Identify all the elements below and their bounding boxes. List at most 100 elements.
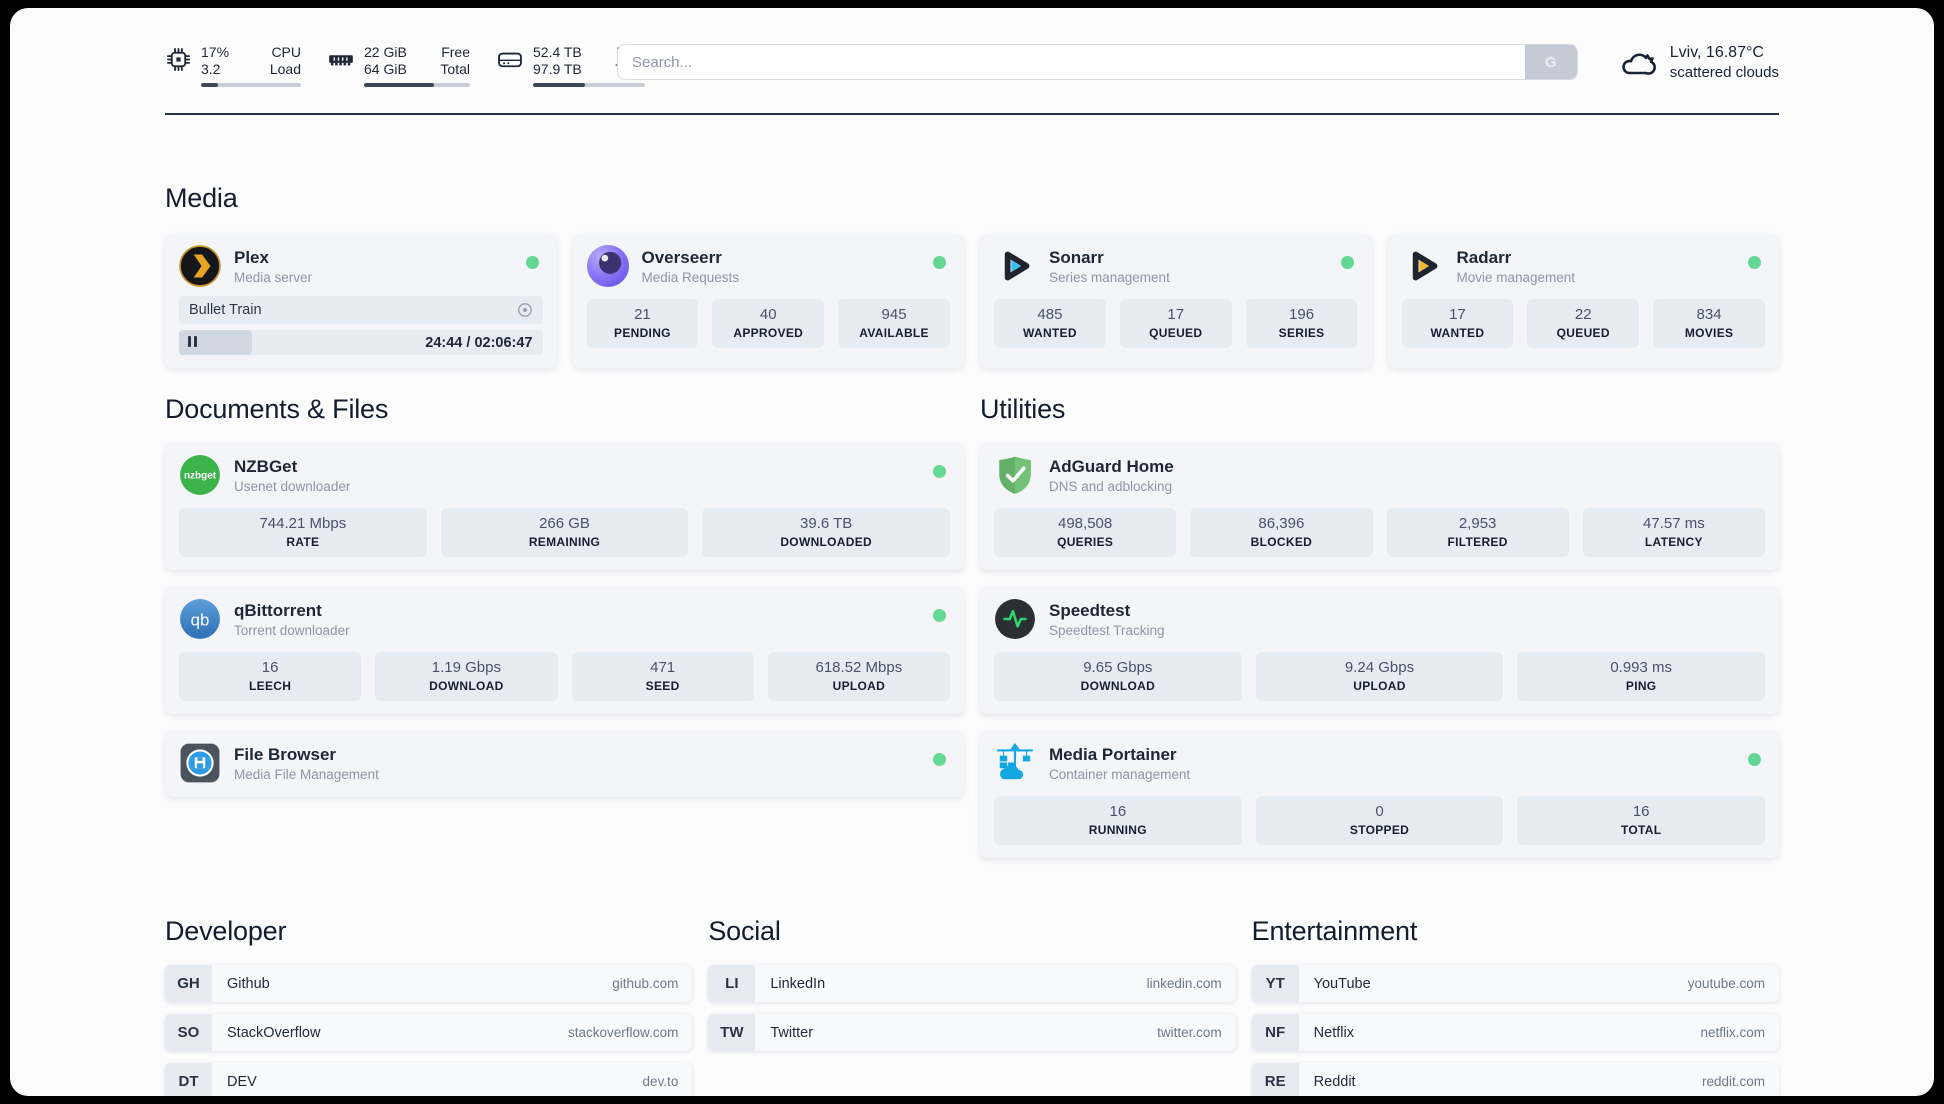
system-stats-widget: 17% 3.2 CPU Load: [165, 44, 645, 87]
qbittorrent-card[interactable]: qb qBittorrent Torrent downloader 16 LEE…: [165, 587, 964, 714]
svg-text:nzbget: nzbget: [184, 471, 217, 482]
sonarr-card[interactable]: Sonarr Series management 485 WANTED 17 Q…: [980, 234, 1372, 368]
entertainment-section-title: Entertainment: [1251, 916, 1418, 946]
status-dot: [1748, 256, 1761, 269]
documents-column: Documents & Files nzbget NZBGet Usenet d…: [165, 394, 964, 858]
filebrowser-card[interactable]: File Browser Media File Management: [165, 731, 964, 797]
portainer-card[interactable]: Media Portainer Container management 16 …: [980, 731, 1779, 858]
radarr-card[interactable]: Radarr Movie management 17 WANTED 22 QUE…: [1387, 234, 1779, 368]
media-section-title: Media: [165, 183, 238, 213]
stat-box: 471 SEED: [571, 652, 754, 701]
link-badge: DT: [165, 1063, 212, 1096]
memory-free: 22 GiB: [364, 44, 407, 60]
stat-box: 0.993 ms PING: [1517, 652, 1766, 701]
stat-box: 21 PENDING: [586, 299, 699, 348]
app-subtitle: Container management: [1049, 766, 1191, 782]
status-dot: [933, 465, 946, 478]
stat-box: 16 TOTAL: [1517, 796, 1766, 845]
stat-box: 618.52 Mbps UPLOAD: [767, 652, 950, 701]
app-title: Overseerr: [641, 247, 722, 267]
link-row-linkedin[interactable]: LI LinkedIn linkedin.com: [708, 965, 1236, 1002]
radarr-icon: [1412, 251, 1437, 281]
status-dot: [933, 256, 946, 269]
app-subtitle: Media File Management: [234, 766, 379, 782]
link-row-stackoverflow[interactable]: SO StackOverflow stackoverflow.com: [165, 1014, 693, 1051]
stat-box: 0 STOPPED: [1255, 796, 1504, 845]
app-subtitle: Speedtest Tracking: [1049, 622, 1165, 638]
stat-box: 17 WANTED: [1401, 299, 1514, 348]
app-title: Sonarr: [1049, 247, 1104, 267]
nzbget-card[interactable]: nzbget NZBGet Usenet downloader 744.21 M…: [165, 443, 964, 570]
status-dot: [933, 753, 946, 766]
memory-label-2: Total: [440, 61, 470, 77]
link-badge: TW: [708, 1014, 756, 1051]
status-dot: [1340, 256, 1354, 269]
cpu-progress-bar: [201, 83, 301, 87]
playback-progress[interactable]: 24:44 / 02:06:47: [179, 330, 543, 355]
stat-box: 22 QUEUED: [1527, 299, 1640, 348]
app-subtitle: Movie management: [1456, 269, 1576, 285]
search-input[interactable]: [617, 44, 1578, 80]
link-row-netflix[interactable]: NF Netflix netflix.com: [1251, 1014, 1779, 1051]
app-title: AdGuard Home: [1049, 456, 1174, 476]
speedtest-icon: [995, 599, 1035, 639]
cpu-label-2: Load: [269, 61, 301, 77]
link-row-twitter[interactable]: TW Twitter twitter.com: [708, 1014, 1236, 1051]
nzbget-icon: nzbget: [180, 455, 220, 495]
social-section-title: Social: [708, 916, 781, 946]
weather-widget[interactable]: Lviv, 16.87°C scattered clouds: [1618, 44, 1779, 81]
app-title: Speedtest: [1049, 600, 1131, 620]
cpu-label-1: CPU: [271, 44, 301, 60]
utilities-section-title: Utilities: [980, 394, 1066, 424]
link-row-reddit[interactable]: RE Reddit reddit.com: [1251, 1063, 1779, 1096]
status-dot: [933, 609, 946, 622]
header-divider: [165, 113, 1779, 115]
dashboard-page: 17% 3.2 CPU Load: [10, 8, 1934, 1096]
search-engine-button[interactable]: G: [1524, 45, 1577, 79]
link-badge: GH: [165, 965, 212, 1002]
social-links-column: Social LI LinkedIn linkedin.com TW Twitt…: [708, 916, 1236, 1096]
app-subtitle: DNS and adblocking: [1049, 478, 1173, 494]
storage-progress-bar: [533, 83, 645, 87]
weather-condition: scattered clouds: [1669, 64, 1779, 81]
adguard-icon: [999, 456, 1031, 494]
cpu-value-load: 3.2: [201, 61, 221, 77]
session-disc-icon[interactable]: [517, 302, 533, 318]
memory-progress-bar: [364, 83, 470, 87]
developer-links-column: Developer GH Github github.com SO StackO…: [165, 916, 693, 1096]
utilities-column: Utilities AdGuard Home DNS and adblockin…: [980, 394, 1779, 858]
sonarr-icon: [1004, 251, 1030, 281]
filebrowser-icon: [180, 743, 220, 783]
link-row-dev[interactable]: DT DEV dev.to: [165, 1063, 693, 1096]
link-row-youtube[interactable]: YT YouTube youtube.com: [1251, 965, 1779, 1002]
adguard-card[interactable]: AdGuard Home DNS and adblocking 498,508 …: [980, 443, 1779, 570]
topbar: 17% 3.2 CPU Load: [165, 8, 1779, 87]
plex-icon: [179, 245, 221, 287]
stat-box: 9.24 Gbps UPLOAD: [1255, 652, 1504, 701]
overseerr-card[interactable]: Overseerr Media Requests 21 PENDING 40 A…: [572, 234, 964, 368]
plex-card[interactable]: Plex Media server Bullet Train 24:44 / 0…: [165, 234, 557, 368]
status-dot: [1748, 753, 1761, 766]
app-title: NZBGet: [234, 456, 298, 476]
playback-time: 24:44 / 02:06:47: [425, 334, 533, 351]
memory-label-1: Free: [441, 44, 470, 60]
stat-box: 9.65 Gbps DOWNLOAD: [994, 652, 1242, 701]
cpu-value-percent: 17%: [201, 44, 230, 60]
stat-box: 39.6 TB DOWNLOADED: [702, 508, 951, 557]
storage-free: 52.4 TB: [533, 44, 582, 60]
link-badge: YT: [1251, 965, 1299, 1002]
weather-location-temp: Lviv, 16.87°C: [1669, 44, 1764, 61]
link-row-github[interactable]: GH Github github.com: [165, 965, 693, 1002]
pause-icon[interactable]: [188, 334, 200, 352]
svg-text:qb: qb: [191, 610, 210, 629]
memory-total: 64 GiB: [364, 61, 407, 77]
cpu-icon: [167, 48, 190, 71]
stat-box: 744.21 Mbps RATE: [179, 508, 427, 557]
app-title: Radarr: [1456, 247, 1512, 267]
link-badge: NF: [1251, 1014, 1299, 1051]
stat-box: 17 QUEUED: [1119, 299, 1232, 348]
app-subtitle: Torrent downloader: [234, 622, 350, 638]
stat-box: 16 LEECH: [179, 652, 362, 701]
speedtest-card[interactable]: Speedtest Speedtest Tracking 9.65 Gbps D…: [980, 587, 1779, 714]
app-subtitle: Media Requests: [641, 269, 740, 285]
